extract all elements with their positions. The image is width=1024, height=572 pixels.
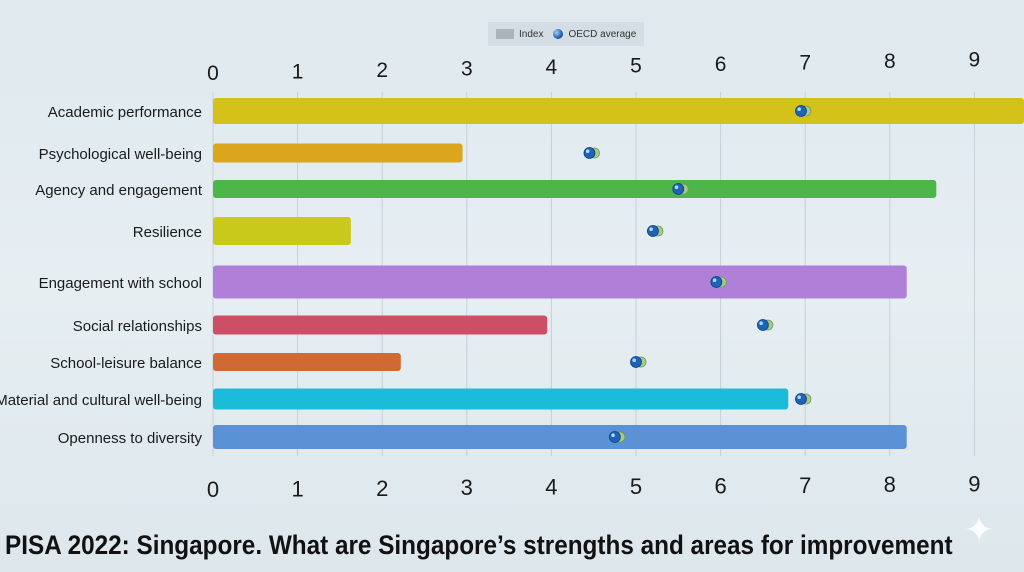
bottom-tick-label: 6 [714,473,726,498]
category-label: Resilience [133,224,202,241]
top-axis: 0 1 2 3 4 5 6 7 8 9 [207,49,980,86]
bottom-tick-label: 7 [799,473,811,498]
bottom-tick-label: 4 [545,475,557,500]
oecd-marker-highlight [674,185,679,189]
top-tick-label: 3 [461,58,473,81]
category-label: Academic performance [48,104,202,121]
top-tick-label: 1 [292,61,304,84]
oecd-marker-highlight [797,395,801,400]
category-label: Material and cultural well-being [0,392,202,409]
bar [213,98,1024,124]
oecd-marker-highlight [759,321,763,326]
oecd-markers [583,105,812,443]
legend-index-label: Index [519,28,544,40]
oecd-marker-highlight [712,278,717,283]
top-tick-label: 7 [799,52,811,75]
oecd-marker-highlight [632,358,636,363]
top-tick-label: 6 [715,53,727,76]
legend-index: Index [496,29,543,40]
bar [213,425,907,449]
bar [213,217,351,245]
bars [213,98,1024,449]
category-label: Engagement with school [39,275,202,292]
bottom-tick-label: 3 [461,475,473,500]
top-tick-label: 8 [884,50,896,73]
bottom-tick-label: 9 [968,472,980,497]
category-label: Psychological well-being [39,146,202,163]
bottom-tick-label: 5 [630,474,642,499]
bottom-tick-label: 0 [207,477,219,502]
oecd-marker [795,393,807,405]
oecd-marker [795,105,807,117]
oecd-marker-highlight [611,433,615,438]
top-tick-label: 4 [546,56,558,79]
bar [213,265,907,299]
category-label: Social relationships [73,318,202,335]
oecd-marker [647,225,659,237]
bar [213,180,937,198]
oecd-marker [608,431,621,443]
oecd-marker [757,319,769,331]
category-labels: Academic performance Psychological well-b… [0,104,203,447]
bottom-tick-label: 8 [884,472,896,497]
chart-title: PISA 2022: Singapore. What are Singapore… [5,530,953,560]
oecd-marker-highlight [797,107,801,111]
bar [213,143,463,163]
legend-index-swatch [496,29,514,39]
top-tick-label: 9 [969,49,981,72]
bottom-tick-label: 1 [291,476,303,501]
legend-oecd-label: OECD average [568,28,637,40]
bottom-tick-label: 2 [376,476,388,501]
top-tick-label: 0 [207,62,219,85]
oecd-marker [583,147,596,159]
oecd-marker [630,356,642,368]
top-tick-label: 5 [630,55,642,78]
legend-oecd: OECD average [553,29,636,40]
oecd-marker [710,276,723,288]
globe-icon [553,29,564,39]
sparkle-icon: ✦ [964,509,995,550]
category-label: Agency and engagement [35,182,203,199]
bar [213,388,789,410]
legend: Index OECD average [488,22,645,46]
oecd-marker [672,183,685,195]
oecd-marker-highlight [585,149,590,153]
bottom-axis: 0 1 2 3 4 5 6 7 8 9 [207,472,981,502]
category-label: Openness to diversity [58,430,203,447]
bar [213,315,548,335]
top-tick-label: 2 [376,59,388,82]
category-label: School-leisure balance [50,355,202,372]
oecd-marker-highlight [649,227,653,231]
bar [213,353,401,371]
